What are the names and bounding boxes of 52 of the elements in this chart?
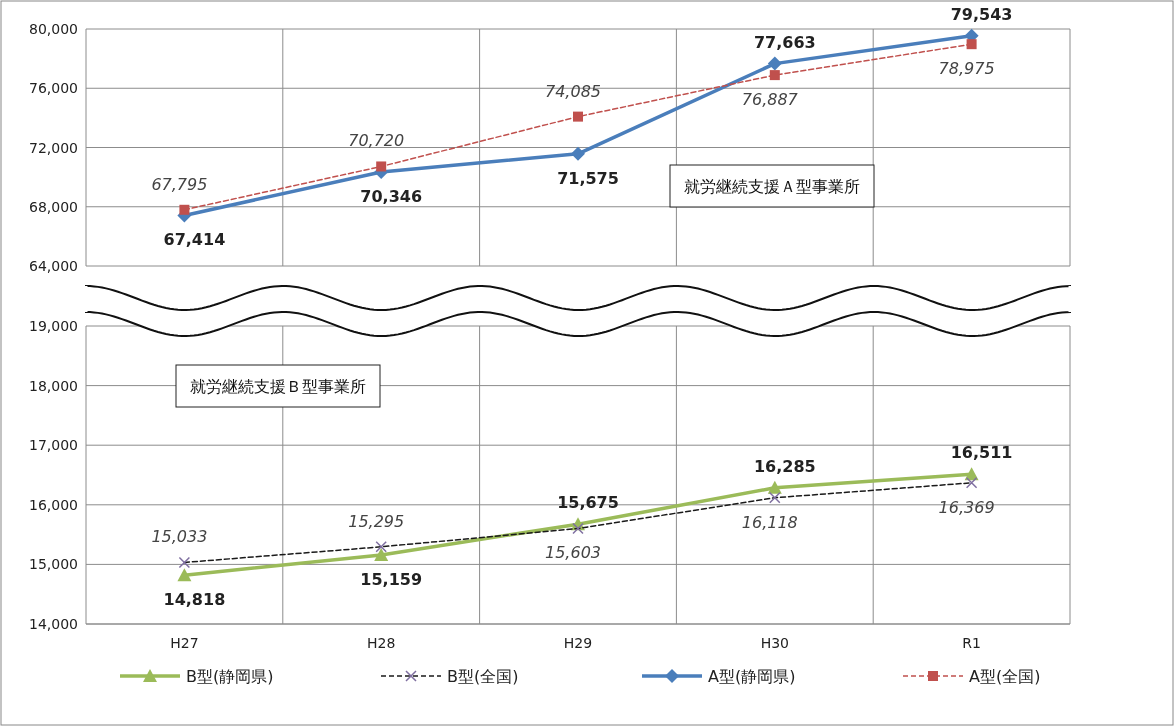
data-label: 15,033	[151, 527, 208, 547]
point	[571, 146, 585, 161]
y-tick-label: 64,000	[29, 258, 78, 274]
y-tick-label: 76,000	[29, 80, 78, 97]
y-tick-label: 68,000	[29, 198, 78, 215]
data-label: 70,346	[360, 187, 423, 206]
data-label: 78,975	[938, 59, 995, 79]
data-label: 15,295	[348, 511, 405, 531]
data-label: 71,575	[557, 168, 619, 188]
annotation: 就労継続支援Ａ型事業所	[684, 177, 860, 196]
data-label: 67,414	[163, 230, 226, 250]
x-tick-label: H28	[367, 635, 396, 651]
point	[179, 204, 190, 215]
point	[767, 480, 782, 494]
data-label: 76,887	[741, 90, 799, 110]
data-label: 14,818	[163, 590, 226, 610]
x-tick-label: H27	[170, 635, 199, 651]
point	[966, 39, 977, 50]
y-tick-label: 72,000	[29, 139, 78, 156]
data-label: 16,118	[741, 512, 798, 532]
y-tick-label: 16,000	[29, 496, 78, 513]
data-label: 16,511	[950, 443, 1013, 463]
legend-label: A型(静岡県)	[708, 667, 796, 686]
data-label: 74,085	[545, 81, 601, 101]
point	[767, 56, 782, 71]
data-label: 67,795	[151, 174, 208, 194]
y-tick-label: 17,000	[29, 437, 78, 454]
y-tick-label: 15,000	[29, 556, 78, 573]
data-label: 77,663	[753, 32, 816, 52]
data-label: 16,369	[938, 497, 995, 517]
y-tick-label: 80,000	[29, 21, 78, 37]
point	[177, 568, 192, 582]
y-tick-label: 19,000	[29, 318, 78, 334]
point	[573, 111, 583, 122]
legend-label: B型(静岡県)	[186, 667, 274, 686]
point	[376, 161, 387, 172]
y-tick-label: 18,000	[29, 377, 78, 394]
data-label: 79,543	[950, 4, 1013, 24]
data-label: 15,159	[360, 569, 423, 589]
y-tick-label: 14,000	[29, 616, 78, 632]
point	[374, 547, 389, 561]
x-tick-label: H30	[760, 635, 789, 651]
x-tick-label: H29	[563, 635, 593, 651]
x-tick-label: R1	[962, 635, 981, 651]
legend-label: A型(全国)	[969, 667, 1041, 686]
annotation: 就労継続支援Ｂ型事業所	[190, 377, 366, 396]
data-label: 16,285	[753, 456, 816, 476]
data-label: 15,603	[545, 543, 601, 563]
data-label: 70,720	[348, 131, 405, 151]
legend-label: B型(全国)	[447, 667, 519, 686]
point	[769, 70, 780, 81]
data-label: 15,675	[557, 493, 619, 513]
